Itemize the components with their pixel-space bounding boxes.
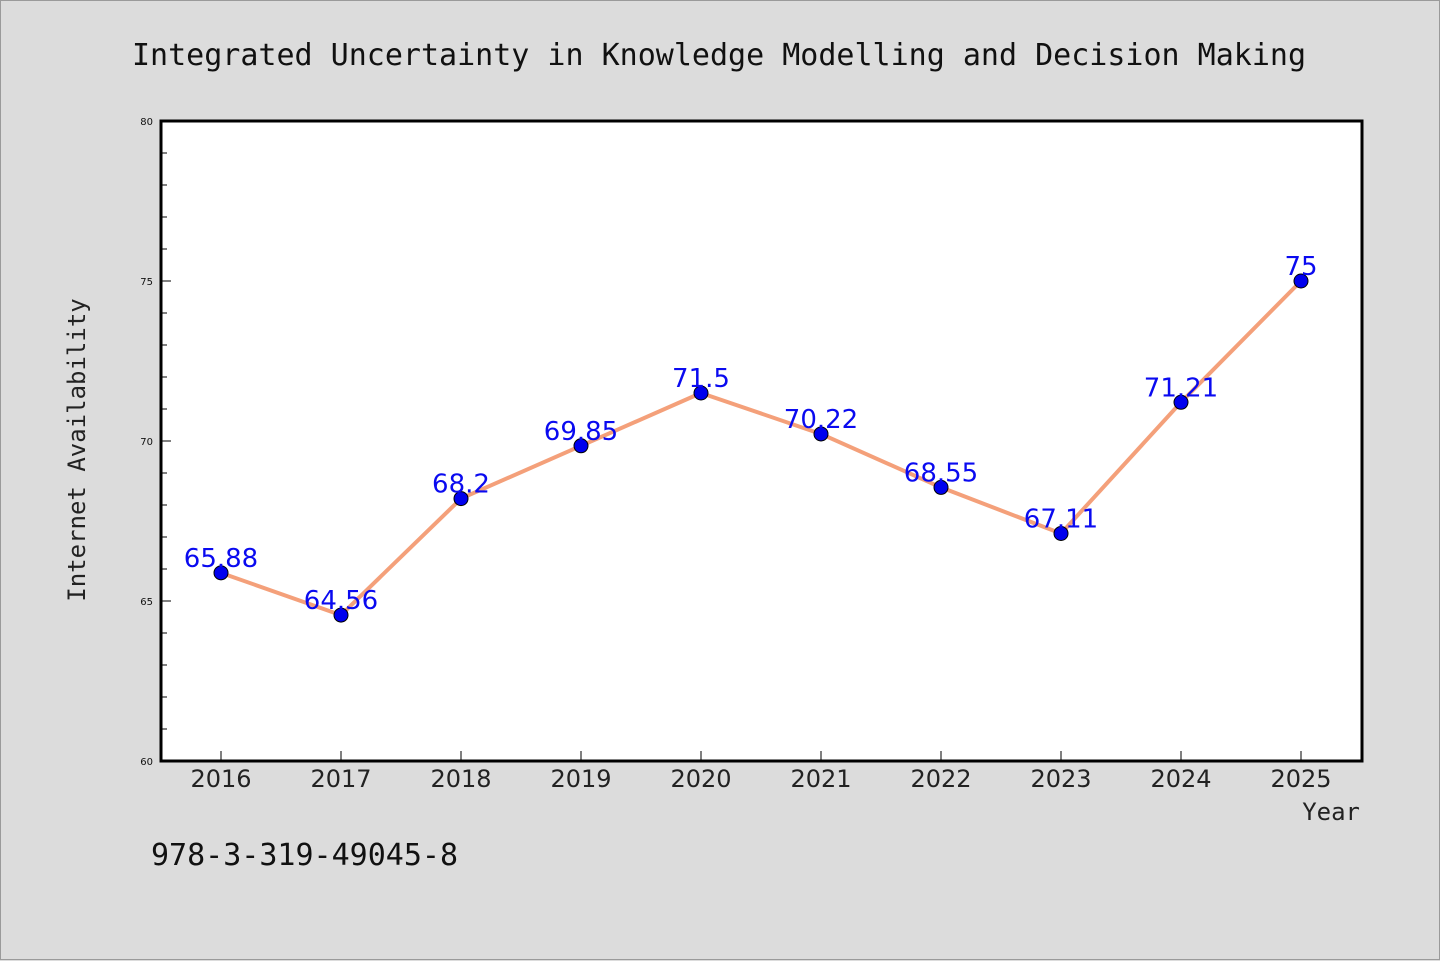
x-tick-label: 2020 [670,765,731,793]
x-tick-label: 2016 [190,765,251,793]
data-point [573,438,589,454]
y-tick-label: 65 [140,597,153,608]
data-point [693,385,709,401]
series-layer [213,273,1309,623]
data-labels-layer: 65.88 64.56 68.2 69.85 71.5 70.22 68.55 67.11 71… [184,252,1318,616]
x-axis-label: Year [1302,798,1360,826]
data-point [933,479,949,495]
data-point [813,426,829,442]
data-label: 71.21 [1144,373,1218,403]
data-point [1293,273,1309,289]
x-tick-label: 2023 [1030,765,1091,793]
data-point [1173,394,1189,410]
y-tick-label: 70 [140,437,153,448]
plot-area [159,119,1364,763]
data-label: 70.22 [784,405,858,435]
data-label: 69.85 [544,417,618,447]
x-tick-label: 2024 [1150,765,1211,793]
data-label: 65.88 [184,544,258,574]
y-tick-label: 60 [140,757,153,768]
x-axis: 2016 2017 2018 2019 2020 2021 2022 2023 2024 2025 [190,751,1332,793]
data-label: 67.11 [1024,504,1098,534]
data-label: 64.56 [304,586,378,616]
y-axis-label: Internet Availability [63,298,91,601]
data-label: 75 [1284,252,1317,282]
x-tick-label: 2019 [550,765,611,793]
data-label: 71.5 [672,364,730,394]
data-label: 68.2 [432,470,490,500]
x-tick-label: 2017 [310,765,371,793]
data-point [1053,525,1069,541]
data-point [213,565,229,581]
y-tick-label: 75 [140,277,153,288]
x-tick-label: 2021 [790,765,851,793]
data-point [333,607,349,623]
y-tick-label: 80 [140,117,153,128]
x-tick-label: 2025 [1270,765,1331,793]
data-label: 68.55 [904,458,978,488]
series-line [219,279,1303,618]
x-tick-label: 2022 [910,765,971,793]
x-tick-label: 2018 [430,765,491,793]
isbn-footnote: 978-3-319-49045-8 [151,838,458,873]
chart-title: Integrated Uncertainty in Knowledge Mode… [132,38,1306,73]
y-axis: 60 65 70 75 80 [140,117,171,768]
data-point [453,491,469,507]
